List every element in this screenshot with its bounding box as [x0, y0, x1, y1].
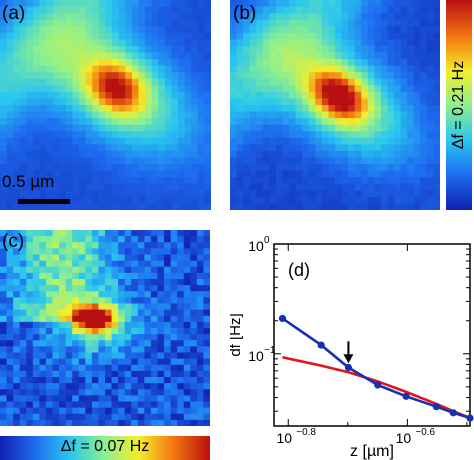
y-tick-exponent: 0	[264, 235, 270, 246]
data-point	[278, 314, 287, 323]
heatmap-panel-c	[0, 230, 210, 426]
panel-label-c: (c)	[2, 231, 25, 252]
data-point	[374, 381, 382, 389]
heatmap-panel-a	[0, 0, 211, 210]
colorbar-bottom	[0, 436, 210, 460]
scale-bar	[18, 199, 70, 204]
x-tick-label: 10	[276, 430, 292, 446]
data-point	[466, 414, 474, 422]
data-point	[317, 341, 325, 349]
y-tick-exponent: −1	[264, 345, 276, 356]
y-tick-label: 10	[248, 348, 264, 364]
colorbar-right-label: Δf = 0.21 Hz	[450, 60, 467, 150]
panel-label-a: (a)	[2, 3, 26, 24]
scale-bar-label: 0.5 µm	[2, 172, 55, 191]
x-tick-exponent: −0.6	[415, 427, 435, 438]
data-point	[449, 409, 457, 417]
y-tick-label: 10	[248, 238, 264, 254]
x-tick-exponent: −0.8	[296, 427, 316, 438]
arrow-head	[343, 354, 354, 364]
series-line	[282, 356, 471, 420]
x-axis-label: z [µm]	[350, 443, 394, 460]
heatmap-panel-b	[230, 0, 440, 210]
colorbar-right	[446, 0, 472, 210]
data-point	[344, 363, 353, 372]
panel-label-b: (b)	[233, 3, 257, 24]
x-tick-label: 10	[396, 430, 412, 446]
y-axis-label: df [Hz]	[230, 313, 244, 356]
colorbar-bottom-label: Δf = 0.07 Hz	[60, 438, 150, 455]
chart-panel-d: 10−0.810−0.610−0.410010−1 (d) df [Hz] z …	[230, 235, 474, 460]
data-point	[402, 392, 410, 400]
data-point	[432, 403, 440, 411]
panel-label-d: (d)	[288, 260, 310, 280]
